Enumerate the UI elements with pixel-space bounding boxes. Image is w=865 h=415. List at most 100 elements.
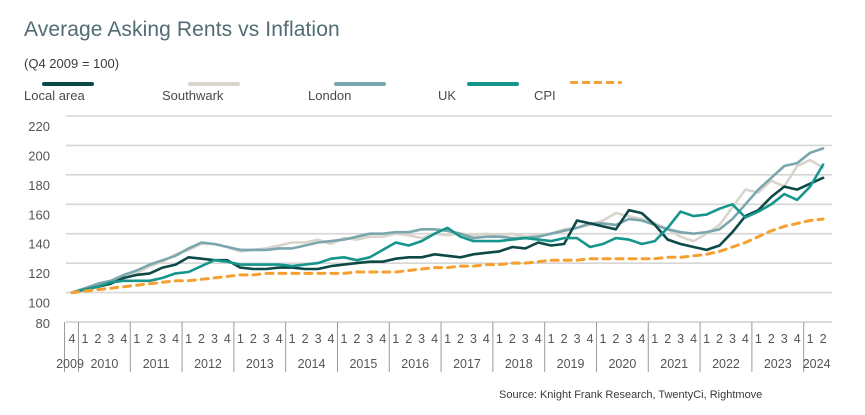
- series-line-southwark: [70, 158, 825, 294]
- y-tick-label: 160: [28, 207, 50, 222]
- x-tick-quarter-label: 1: [755, 332, 762, 346]
- source-note: Source: Knight Frank Research, TwentyCi,…: [499, 389, 763, 401]
- x-tick-quarter-label: 1: [444, 332, 451, 346]
- legend-label: CPI: [534, 88, 556, 103]
- x-tick-quarter-label: 4: [483, 332, 490, 346]
- x-tick-quarter-label: 3: [159, 332, 166, 346]
- x-tick-quarter-label: 4: [431, 332, 438, 346]
- x-tick-quarter-label: 3: [677, 332, 684, 346]
- x-tick-quarter-label: 3: [315, 332, 322, 346]
- x-tick-quarter-label: 2: [250, 332, 257, 346]
- x-tick-quarter-label: 2: [405, 332, 412, 346]
- x-tick-quarter-label: 2: [768, 332, 775, 346]
- x-tick-year-label: 2017: [453, 357, 481, 371]
- x-tick-quarter-label: 3: [418, 332, 425, 346]
- x-tick-year-label: 2010: [90, 357, 118, 371]
- x-tick-year-label: 2011: [143, 357, 170, 371]
- x-tick-quarter-label: 4: [172, 332, 179, 346]
- x-tick-quarter-label: 4: [794, 332, 801, 346]
- x-tick-quarter-label: 4: [379, 332, 386, 346]
- x-tick-year-label: 2019: [557, 357, 585, 371]
- x-tick-quarter-label: 3: [574, 332, 581, 346]
- y-tick-label: 180: [28, 178, 50, 193]
- chart-title: Average Asking Rents vs Inflation: [24, 18, 340, 41]
- series-line-uk: [70, 163, 825, 294]
- x-tick-year-label: 2021: [660, 357, 688, 371]
- x-tick-quarter-label: 4: [224, 332, 231, 346]
- x-tick-quarter-label: 2: [716, 332, 723, 346]
- x-tick-year-label: 2012: [194, 357, 222, 371]
- x-tick-quarter-label: 1: [237, 332, 244, 346]
- legend-label: UK: [438, 88, 457, 103]
- x-tick-quarter-label: 2: [820, 332, 827, 346]
- x-tick-quarter-label: 1: [133, 332, 140, 346]
- y-tick-label: 140: [28, 237, 50, 252]
- x-tick-quarter-label: 4: [69, 332, 76, 346]
- legend-label: Southwark: [162, 88, 224, 103]
- x-tick-quarter-label: 2: [198, 332, 205, 346]
- x-tick-year-label: 2022: [712, 357, 740, 371]
- x-tick-quarter-label: 4: [535, 332, 542, 346]
- x-tick-quarter-label: 1: [81, 332, 88, 346]
- y-tick-label: 80: [36, 316, 50, 331]
- x-tick-quarter-label: 4: [120, 332, 127, 346]
- legend-swatch: [467, 82, 519, 86]
- x-tick-quarter-label: 1: [340, 332, 347, 346]
- legend-swatch: [42, 82, 94, 86]
- legend-label: Local area: [24, 88, 85, 103]
- x-tick-quarter-label: 3: [366, 332, 373, 346]
- x-tick-quarter-label: 2: [302, 332, 309, 346]
- x-tick-quarter-label: 1: [392, 332, 399, 346]
- x-tick-year-label: 2015: [349, 357, 377, 371]
- x-tick-quarter-label: 4: [328, 332, 335, 346]
- x-tick-quarter-label: 2: [94, 332, 101, 346]
- x-tick-year-label: 2016: [401, 357, 429, 371]
- x-tick-quarter-label: 4: [742, 332, 749, 346]
- x-tick-quarter-label: 2: [561, 332, 568, 346]
- y-tick-label: 220: [28, 119, 50, 134]
- x-tick-quarter-label: 3: [729, 332, 736, 346]
- x-tick-quarter-label: 4: [587, 332, 594, 346]
- x-tick-quarter-label: 1: [651, 332, 658, 346]
- x-tick-year-label: 2014: [298, 357, 326, 371]
- legend-swatch: [334, 82, 386, 86]
- x-tick-quarter-label: 1: [703, 332, 710, 346]
- x-tick-quarter-label: 4: [638, 332, 645, 346]
- x-tick-quarter-label: 2: [664, 332, 671, 346]
- x-tick-quarter-label: 1: [496, 332, 503, 346]
- x-tick-quarter-label: 2: [509, 332, 516, 346]
- legend-label: London: [308, 88, 352, 103]
- series-line-london: [70, 147, 825, 294]
- x-tick-quarter-label: 4: [690, 332, 697, 346]
- x-tick-quarter-label: 4: [276, 332, 283, 346]
- x-tick-quarter-label: 3: [781, 332, 788, 346]
- x-tick-quarter-label: 1: [807, 332, 814, 346]
- x-tick-quarter-label: 2: [353, 332, 360, 346]
- x-tick-quarter-label: 1: [548, 332, 555, 346]
- x-tick-year-label: 2009: [56, 357, 84, 371]
- x-tick-quarter-label: 3: [107, 332, 114, 346]
- series-line-local-area: [70, 176, 825, 294]
- x-tick-quarter-label: 3: [522, 332, 529, 346]
- y-tick-label: 120: [28, 266, 50, 281]
- x-tick-quarter-label: 3: [211, 332, 218, 346]
- chart-subtitle: (Q4 2009 = 100): [24, 56, 120, 71]
- x-tick-quarter-label: 1: [289, 332, 296, 346]
- x-tick-year-label: 2023: [764, 357, 792, 371]
- series-line-cpi: [70, 217, 825, 295]
- x-tick-quarter-label: 3: [263, 332, 270, 346]
- x-tick-quarter-label: 1: [599, 332, 606, 346]
- x-tick-quarter-label: 2: [612, 332, 619, 346]
- x-tick-quarter-label: 1: [185, 332, 192, 346]
- x-tick-year-label: 2024: [803, 357, 831, 371]
- x-tick-year-label: 2013: [246, 357, 274, 371]
- x-tick-quarter-label: 2: [146, 332, 153, 346]
- x-tick-quarter-label: 2: [457, 332, 464, 346]
- x-tick-quarter-label: 3: [470, 332, 477, 346]
- y-tick-label: 100: [28, 296, 50, 311]
- legend-swatch: [570, 81, 622, 84]
- legend-swatch: [188, 82, 240, 86]
- y-tick-label: 200: [28, 148, 50, 163]
- x-tick-year-label: 2020: [608, 357, 636, 371]
